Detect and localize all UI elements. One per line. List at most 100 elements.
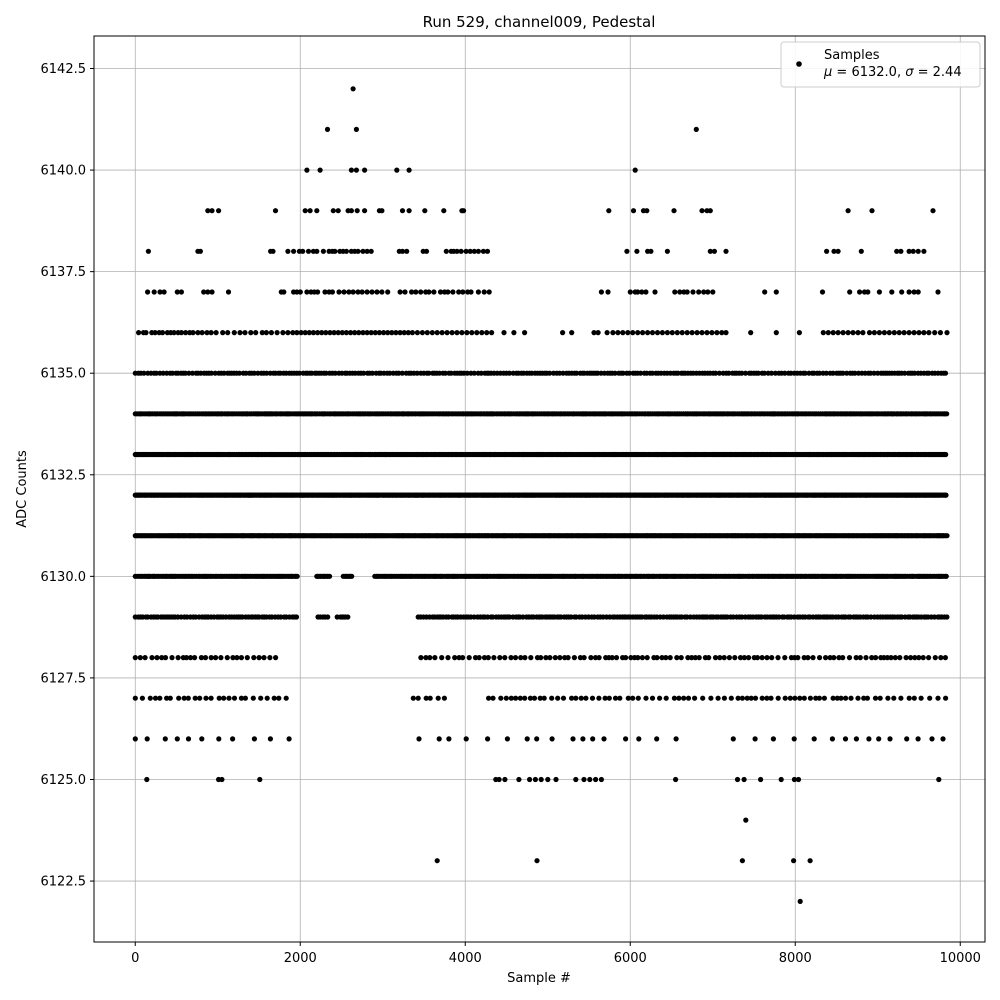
data-point — [527, 695, 534, 701]
data-point — [353, 126, 359, 132]
data-point — [209, 208, 215, 214]
data-point — [267, 736, 273, 742]
data-point — [458, 248, 464, 254]
data-point — [721, 695, 728, 701]
data-point — [531, 695, 538, 701]
data-point — [894, 248, 900, 254]
data-point — [825, 330, 831, 336]
data-point — [613, 655, 620, 661]
data-point — [944, 330, 950, 336]
data-point — [723, 330, 729, 336]
data-point — [906, 330, 912, 336]
data-point — [498, 695, 504, 701]
data-point — [186, 370, 192, 376]
data-point — [486, 289, 492, 295]
data-point — [709, 330, 715, 336]
data-point — [192, 695, 198, 701]
data-point — [782, 655, 788, 661]
data-point — [464, 330, 470, 336]
data-point — [565, 655, 571, 661]
data-point — [231, 330, 237, 336]
data-point — [305, 248, 312, 254]
data-point — [149, 655, 155, 661]
data-point — [449, 330, 455, 336]
data-point — [598, 776, 605, 783]
data-point — [773, 289, 779, 295]
data-point — [869, 208, 875, 214]
data-point — [606, 695, 612, 701]
data-point — [144, 776, 150, 783]
data-point — [450, 289, 456, 295]
data-point — [522, 655, 528, 661]
data-point — [503, 695, 509, 701]
data-point — [359, 289, 365, 295]
data-point — [673, 736, 679, 742]
data-point — [932, 330, 938, 336]
data-point — [824, 248, 830, 254]
data-point — [406, 167, 412, 173]
data-point — [549, 736, 555, 742]
data-point — [915, 248, 921, 254]
data-point — [835, 248, 841, 254]
data-point — [368, 248, 374, 254]
data-point — [577, 655, 584, 661]
data-point — [605, 289, 611, 295]
data-point — [144, 736, 150, 742]
data-point — [903, 655, 909, 661]
data-point — [397, 289, 403, 295]
data-point — [452, 655, 458, 661]
data-point — [324, 126, 331, 132]
data-point — [628, 655, 634, 661]
data-point — [203, 695, 209, 701]
data-point — [545, 776, 551, 783]
data-point — [678, 655, 684, 661]
data-point — [860, 330, 866, 336]
data-point — [314, 248, 320, 254]
data-point — [472, 655, 479, 661]
data-point — [782, 695, 788, 701]
data-point — [439, 655, 445, 661]
data-point — [831, 655, 837, 661]
data-point — [454, 248, 460, 254]
data-point — [911, 330, 917, 336]
data-point — [876, 736, 882, 742]
data-point — [782, 370, 788, 376]
data-point — [921, 248, 927, 254]
data-point — [587, 776, 593, 783]
data-point — [251, 655, 257, 661]
data-point — [728, 695, 734, 701]
data-point — [547, 655, 553, 661]
data-point — [827, 655, 833, 661]
data-point — [372, 330, 378, 336]
data-point — [684, 289, 690, 295]
data-point — [468, 289, 474, 295]
data-point — [906, 695, 912, 701]
data-point — [522, 330, 528, 336]
data-point — [601, 736, 607, 742]
data-point — [259, 330, 265, 336]
data-point — [769, 655, 775, 661]
data-point — [693, 126, 699, 132]
data-point — [754, 655, 761, 661]
data-point — [205, 208, 211, 214]
data-point — [721, 655, 727, 661]
data-point — [635, 330, 641, 336]
data-point — [571, 655, 578, 661]
data-point — [835, 330, 841, 336]
data-point — [416, 736, 422, 742]
y-tick-label: 6140.0 — [41, 164, 87, 179]
data-point — [471, 248, 477, 254]
data-point — [836, 655, 842, 661]
data-point — [846, 655, 853, 661]
data-point — [915, 736, 921, 742]
data-point — [596, 655, 602, 661]
data-point — [602, 695, 608, 701]
data-point — [795, 776, 802, 783]
data-point — [758, 776, 764, 783]
data-point — [589, 695, 596, 701]
data-point — [339, 330, 345, 336]
data-point — [393, 330, 399, 336]
data-point — [230, 736, 236, 742]
data-point — [899, 289, 905, 295]
